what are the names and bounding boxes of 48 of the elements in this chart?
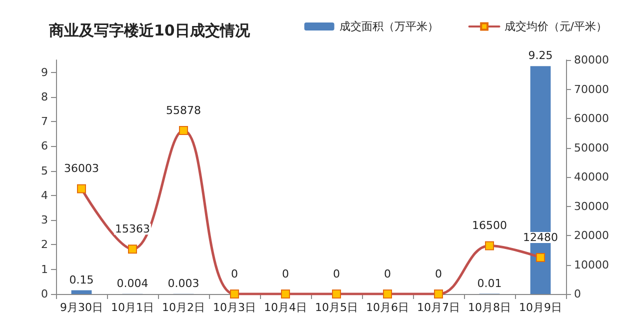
data-label: 36003 [64,162,99,176]
legend-label: 成交均价（元/平米） [504,20,608,33]
y2-tick-label: 70000 [574,82,609,96]
y-tick-label: 3 [41,214,48,227]
y-tick-label: 5 [41,164,48,178]
y2-tick-label: 60000 [574,112,609,125]
y2-tick-label: 50000 [574,141,609,154]
data-label: 55878 [166,104,201,118]
y-tick-label: 9 [41,66,48,79]
data-label: 0.01 [477,276,502,290]
legend-label: 成交面积（万平米） [339,20,438,33]
data-label: 0.004 [116,276,148,290]
data-label: 12480 [523,230,558,244]
data-label: 9.25 [528,49,553,62]
y2-tick-label: 40000 [574,170,609,184]
data-label: 0 [333,268,340,280]
y-tick-label: 8 [41,90,48,104]
y-tick-label: 1 [41,262,48,276]
data-label: 0 [435,268,442,280]
x-tick-label: 10月7日 [417,301,460,314]
chart-title: 商业及写字楼近10日成交情况 [48,22,251,40]
y-tick-label: 7 [41,115,48,128]
x-tick-label: 10月8日 [468,301,511,314]
data-label: 16500 [472,219,507,232]
data-label: 0 [384,268,391,280]
x-tick-label: 10月5日 [315,301,358,314]
data-label: 0 [282,268,289,280]
data-label: 0.003 [168,276,200,290]
x-tick-label: 9月30日 [60,301,103,314]
y-tick-label: 2 [41,238,48,252]
x-tick-label: 10月3日 [213,301,256,314]
x-tick-label: 10月2日 [162,301,205,314]
y-tick-label: 4 [41,188,48,202]
data-label: 0.15 [69,273,94,286]
x-tick-label: 10月6日 [366,301,409,314]
y-tick-label: 0 [41,288,48,300]
x-tick-label: 10月4日 [264,301,307,314]
data-label: 15363 [115,222,150,236]
x-tick-label: 10月1日 [111,301,154,314]
bar [71,290,92,294]
y2-tick-label: 0 [574,288,581,300]
y-tick-label: 6 [41,140,48,153]
x-tick-label: 10月9日 [519,301,562,314]
data-label: 0 [231,268,238,280]
y2-tick-label: 80000 [574,54,609,66]
y2-tick-label: 10000 [574,258,609,272]
y2-tick-label: 30000 [574,200,609,213]
y2-tick-label: 20000 [574,229,609,242]
